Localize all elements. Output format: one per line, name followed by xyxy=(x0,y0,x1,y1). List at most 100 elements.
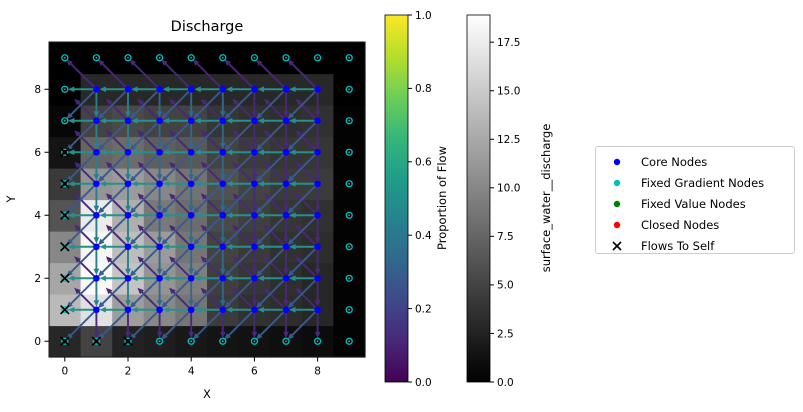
flow-arrow-head xyxy=(257,212,264,219)
core-node-marker xyxy=(282,180,290,188)
fixed-gradient-node-marker xyxy=(190,56,193,59)
flow-arrow-head xyxy=(169,287,176,295)
flow-arrow-head xyxy=(161,59,168,66)
fixed-gradient-node-marker xyxy=(61,243,69,251)
flow-arrow-head xyxy=(251,142,258,150)
flow-arrow-head xyxy=(67,306,75,313)
flow-arrow-head xyxy=(289,180,296,187)
flow-arrow-head xyxy=(162,180,170,187)
flow-arrow-head xyxy=(125,205,131,213)
core-node-marker xyxy=(93,274,100,282)
flow-arrow-head xyxy=(161,238,168,246)
flow-arrow-head xyxy=(255,333,263,340)
flow-arrow-head xyxy=(188,205,195,213)
core-node-marker xyxy=(156,85,163,93)
flow-arrow-head xyxy=(162,117,170,124)
fixed-gradient-node-marker xyxy=(158,56,161,59)
flow-arrow-head xyxy=(232,256,239,263)
flow-arrow-head xyxy=(137,98,145,106)
fixed-gradient-node-marker xyxy=(348,340,351,343)
core-node-marker xyxy=(314,148,321,156)
flow-arrow-head xyxy=(125,331,131,339)
fixed-gradient-node-marker xyxy=(61,306,69,314)
flows-to-self-marker xyxy=(59,336,70,347)
flow-arrow-head xyxy=(224,333,231,340)
flow-arrow-head xyxy=(188,300,195,307)
flow-arrow xyxy=(227,88,256,116)
colorbar-tick-label-surface-water-discharge: 12.5 xyxy=(497,134,520,146)
core-node-marker xyxy=(251,274,258,282)
flow-arrow-head xyxy=(219,237,226,244)
core-node-marker xyxy=(124,148,132,156)
colorbar-tick-label-proportion-of-flow: 1.0 xyxy=(415,10,432,22)
flow-arrow-head xyxy=(97,270,105,277)
fixed-gradient-node-marker xyxy=(61,180,69,188)
fixed-gradient-node-marker xyxy=(221,340,224,343)
flow-arrow-head xyxy=(156,268,163,276)
flow-arrow-head xyxy=(194,306,201,313)
fixed-gradient-node-marker xyxy=(348,308,351,311)
flow-arrow xyxy=(290,309,319,337)
flow-arrow-head xyxy=(137,161,145,169)
fixed-gradient-node-marker xyxy=(250,337,259,345)
x-marker-icon xyxy=(606,239,628,253)
flow-arrow-head xyxy=(131,275,138,282)
flow-arrow-head xyxy=(67,149,75,156)
flow-arrow-head xyxy=(162,149,170,156)
flow-arrow-head xyxy=(93,268,100,276)
flow-arrow-head xyxy=(161,301,168,309)
flow-arrow-head xyxy=(74,98,81,106)
flow-arrow-head xyxy=(283,205,289,213)
core-node-marker xyxy=(124,274,132,282)
flow-arrow-head xyxy=(257,149,264,156)
core-node-marker xyxy=(314,274,321,282)
flow-arrow-head xyxy=(194,243,201,250)
flow-arrow xyxy=(196,277,224,305)
fixed-gradient-node-marker xyxy=(348,119,351,122)
flow-arrow xyxy=(196,62,224,90)
flow-arrow-head xyxy=(289,275,296,282)
core-node-marker xyxy=(156,274,163,282)
fixed-gradient-node-marker xyxy=(63,56,66,59)
flow-arrow-head xyxy=(194,86,201,93)
flow-arrow-head xyxy=(255,59,263,66)
fixed-gradient-node-marker xyxy=(63,119,66,122)
core-node-marker xyxy=(219,148,227,156)
flow-arrow-head xyxy=(251,268,258,276)
flow-arrow-head xyxy=(287,270,295,277)
flow-arrow-head xyxy=(99,243,106,250)
flow-arrow-head xyxy=(74,193,81,200)
flow-arrow-head xyxy=(156,237,163,244)
flow-arrow-head xyxy=(137,224,145,232)
flow-arrow-head xyxy=(74,287,81,295)
flow-arrow-head xyxy=(295,256,303,263)
core-node-marker xyxy=(187,180,195,188)
flow-arrow-head xyxy=(255,238,263,246)
core-node-marker xyxy=(251,211,258,219)
flow-arrow-head xyxy=(105,130,113,137)
flow-arrow xyxy=(69,151,98,179)
flow-arrow xyxy=(132,214,161,242)
flow-arrow-head xyxy=(188,174,195,181)
flow-arrow xyxy=(227,309,256,337)
flow-arrow-head xyxy=(93,237,100,244)
flow-arrow xyxy=(101,277,129,305)
flow-arrow-head xyxy=(97,175,105,183)
flow-arrow-head xyxy=(129,238,137,246)
colorbar-label-proportion-of-flow: Proportion of Flow xyxy=(435,146,449,250)
flow-arrow xyxy=(196,246,224,274)
flow-arrow-head xyxy=(295,287,303,295)
core-node-marker xyxy=(251,306,258,314)
flow-arrow-head xyxy=(289,117,296,124)
core-node-marker xyxy=(314,180,321,188)
flow-arrow-head xyxy=(192,238,200,246)
core-node-marker xyxy=(219,85,227,93)
fixed-gradient-node-marker xyxy=(61,54,69,62)
flow-arrow xyxy=(132,88,161,116)
flow-arrow-head xyxy=(125,300,131,307)
core-node-marker xyxy=(314,243,321,251)
colorbar-label-surface-water-discharge: surface_water__discharge xyxy=(539,124,553,273)
flow-arrow-head xyxy=(74,256,81,263)
flow-arrow-head xyxy=(219,300,226,307)
